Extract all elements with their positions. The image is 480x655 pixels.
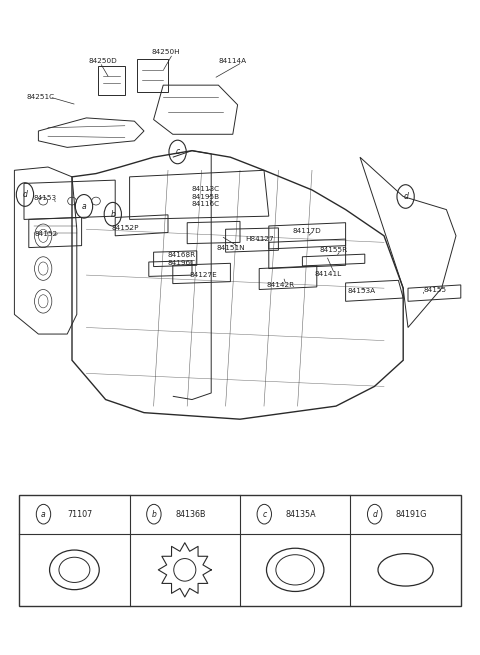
Text: 84117D: 84117D xyxy=(293,227,322,234)
Text: 84127E: 84127E xyxy=(190,272,217,278)
Text: 84135A: 84135A xyxy=(286,510,316,519)
Text: 84136B: 84136B xyxy=(175,510,205,519)
Text: a: a xyxy=(82,202,86,211)
Text: 84155: 84155 xyxy=(423,286,446,293)
Text: 84195B: 84195B xyxy=(191,193,219,200)
Text: 84116C: 84116C xyxy=(191,201,219,208)
Text: 84250D: 84250D xyxy=(89,58,118,64)
Text: 84168R: 84168R xyxy=(168,252,196,259)
Text: 84153: 84153 xyxy=(34,195,57,201)
Text: 84250H: 84250H xyxy=(151,49,180,56)
Text: 84152: 84152 xyxy=(35,231,58,238)
Text: 71107: 71107 xyxy=(67,510,93,519)
Text: 84141L: 84141L xyxy=(314,271,342,277)
Text: 84113C: 84113C xyxy=(191,185,219,192)
Text: 84251C: 84251C xyxy=(26,94,55,100)
Text: d: d xyxy=(403,192,408,201)
Text: 84152P: 84152P xyxy=(112,225,139,231)
Text: b: b xyxy=(152,510,156,519)
Text: d: d xyxy=(23,190,27,199)
Text: H84127: H84127 xyxy=(245,236,274,242)
Text: d: d xyxy=(372,510,377,519)
Text: b: b xyxy=(110,210,115,219)
Text: 84153A: 84153A xyxy=(348,288,376,295)
Text: 84155R: 84155R xyxy=(319,247,348,253)
Text: c: c xyxy=(262,510,266,519)
Text: a: a xyxy=(41,510,46,519)
Text: 84151N: 84151N xyxy=(217,244,246,251)
Text: 84114A: 84114A xyxy=(218,58,247,64)
Text: 84191G: 84191G xyxy=(396,510,427,519)
Text: c: c xyxy=(176,147,180,157)
Text: 84196C: 84196C xyxy=(168,260,196,267)
Bar xyxy=(19,495,461,606)
Text: 84142R: 84142R xyxy=(266,282,295,288)
